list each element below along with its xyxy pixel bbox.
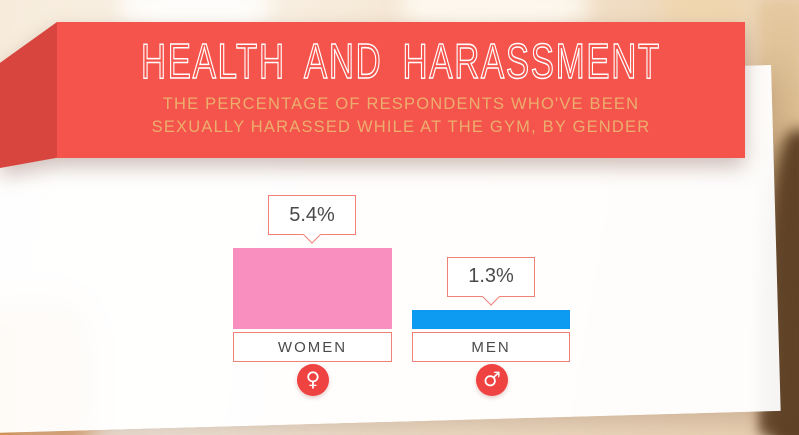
male-icon: ♂ <box>476 364 508 396</box>
subtitle-line-1: THE PERCENTAGE OF RESPONDENTS WHO'VE BEE… <box>162 95 640 113</box>
value-callout-men: 1.3% <box>447 256 535 306</box>
bar-women <box>233 248 392 329</box>
value-label-women: 5.4% <box>289 203 335 226</box>
subtitle-line-2: SEXUALLY HARASSED WHILE AT THE GYM, BY G… <box>151 118 651 136</box>
header-ribbon: HEALTH AND HARASSMENT THE PERCENTAGE OF … <box>0 0 799 200</box>
female-symbol: ♀ <box>305 367 321 391</box>
male-symbol: ♂ <box>483 367 501 391</box>
header-banner: HEALTH AND HARASSMENT THE PERCENTAGE OF … <box>57 22 745 158</box>
ribbon-fold <box>0 22 57 168</box>
category-label-men: MEN <box>412 332 570 362</box>
category-text-men: MEN <box>471 338 511 356</box>
page-title: HEALTH AND HARASSMENT <box>141 38 661 89</box>
category-text-women: WOMEN <box>277 338 348 356</box>
title-graphic: HEALTH AND HARASSMENT <box>140 38 661 89</box>
value-label-men: 1.3% <box>468 265 514 287</box>
female-icon: ♀ <box>297 364 329 396</box>
value-callout-women: 5.4% <box>268 195 356 244</box>
category-label-women: WOMEN <box>233 332 392 362</box>
bar-men <box>412 309 570 329</box>
